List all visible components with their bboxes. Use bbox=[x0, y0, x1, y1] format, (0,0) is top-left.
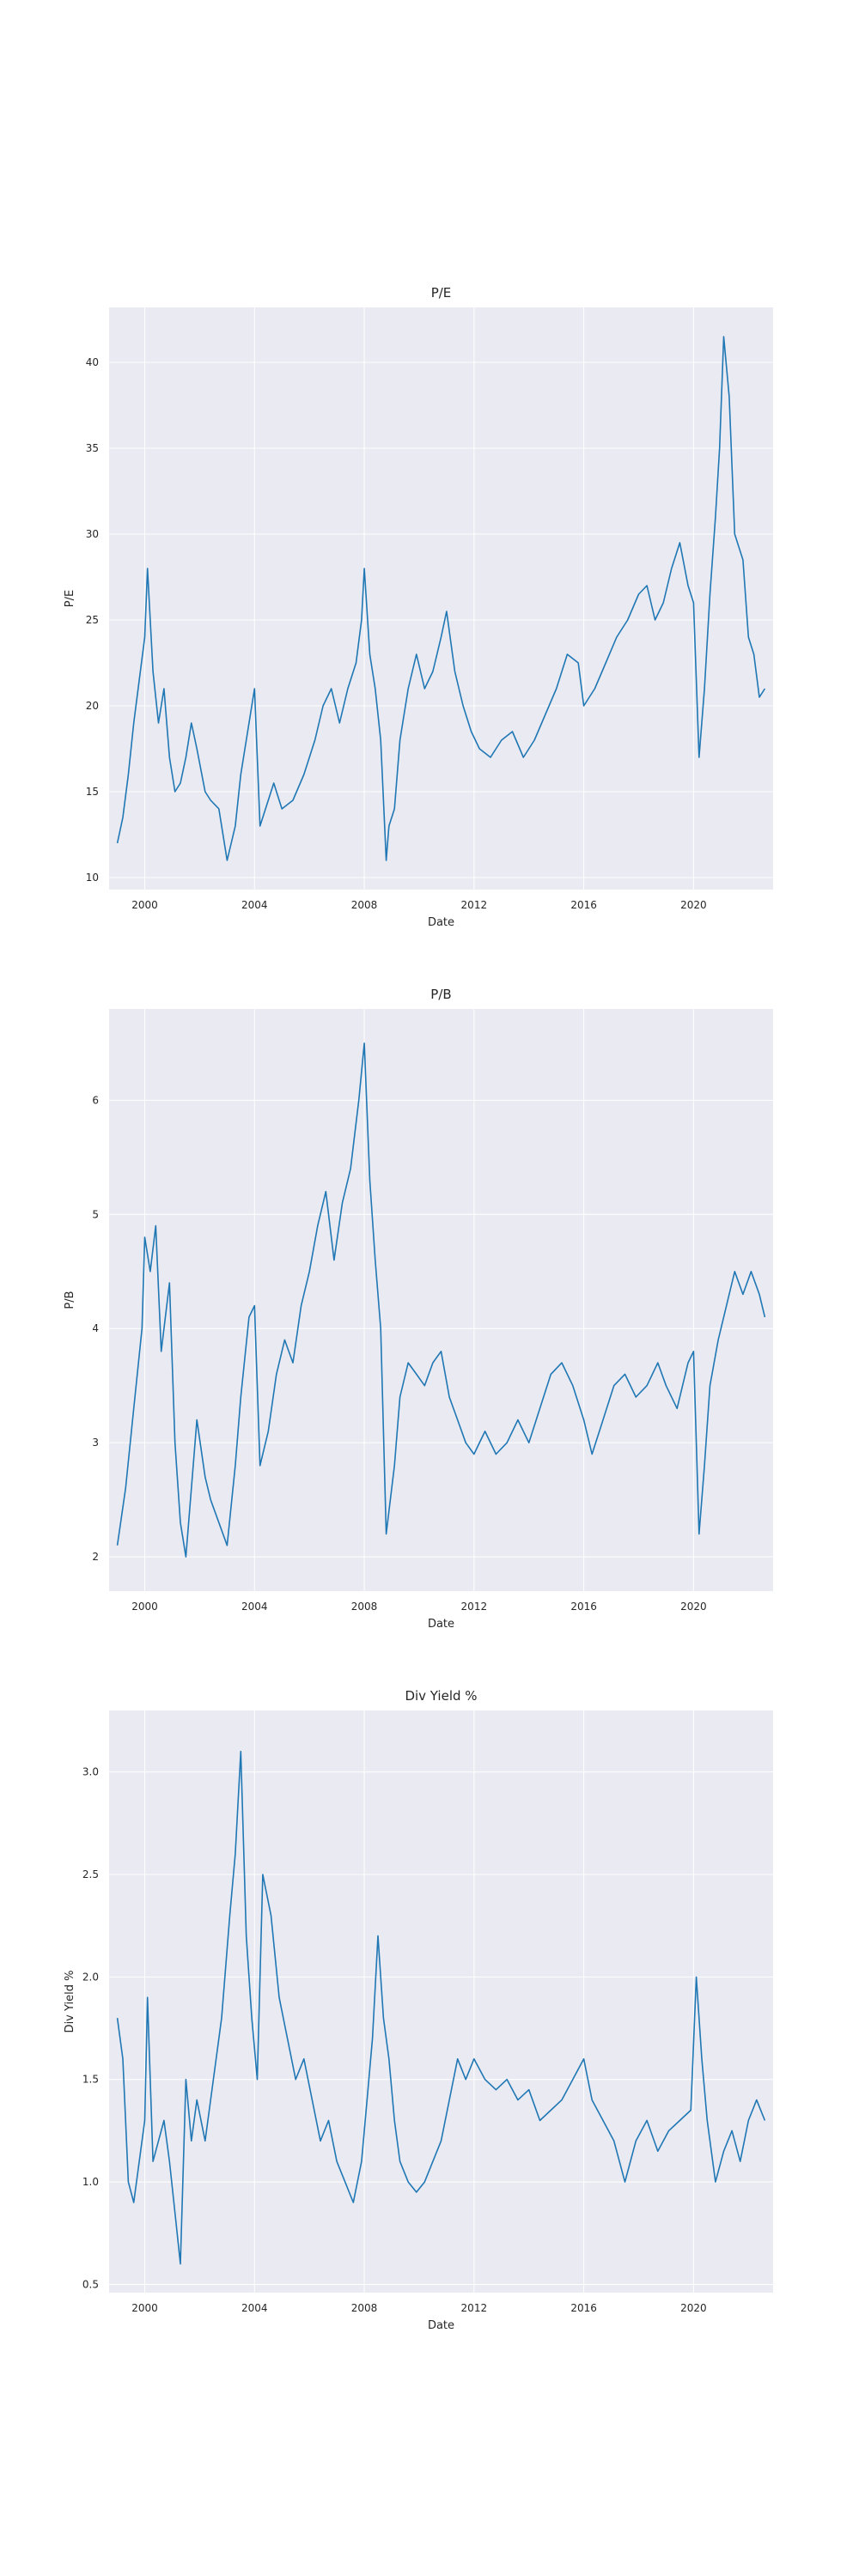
x-tick-label: 2012 bbox=[461, 1601, 488, 1613]
x-tick-label: 2004 bbox=[241, 899, 268, 911]
chart-3: 0.5 1.0 1.5 2.0 2.5 3.0 2000 2004 2008 2012 2016 20… bbox=[64, 1688, 773, 2332]
y-tick-label: 40 bbox=[86, 356, 99, 368]
x-tick-label: 2000 bbox=[131, 1601, 158, 1613]
y-tick-label: 10 bbox=[86, 872, 99, 884]
y-axis-label: P/B bbox=[64, 1291, 76, 1309]
chart-title: Div Yield % bbox=[405, 1688, 477, 1704]
x-tick-label: 2020 bbox=[680, 2302, 707, 2314]
y-tick-label: 4 bbox=[92, 1322, 99, 1334]
x-tick-label: 2016 bbox=[570, 899, 597, 911]
x-tick-label: 2016 bbox=[570, 1601, 597, 1613]
plot-area bbox=[109, 307, 773, 890]
x-axis-label: Date bbox=[428, 1618, 454, 1631]
x-tick-label: 2004 bbox=[241, 1601, 268, 1613]
y-axis-label: P/E bbox=[64, 590, 76, 607]
x-tick-label: 2016 bbox=[570, 2302, 597, 2314]
x-tick-label: 2004 bbox=[241, 2302, 268, 2314]
x-tick-label: 2008 bbox=[351, 1601, 378, 1613]
chart-1: 10 15 20 25 30 35 40 2000 2004 2008 2012 2016 2020 P/… bbox=[64, 285, 773, 929]
y-tick-label: 35 bbox=[86, 442, 99, 454]
series-line bbox=[116, 336, 766, 861]
x-tick-label: 2000 bbox=[131, 2302, 158, 2314]
x-tick-label: 2008 bbox=[351, 2302, 378, 2314]
x-tick-label: 2012 bbox=[461, 899, 488, 911]
plot-area bbox=[109, 1009, 773, 1591]
series-line bbox=[116, 1750, 766, 2265]
y-tick-label: 15 bbox=[86, 786, 99, 798]
y-axis-label: Div Yield % bbox=[64, 1971, 76, 2033]
y-tick-label: 5 bbox=[92, 1208, 99, 1220]
y-tick-label: 2 bbox=[92, 1551, 99, 1563]
series-line bbox=[116, 1042, 766, 1558]
x-tick-label: 2020 bbox=[680, 1601, 707, 1613]
y-tick-label: 2.0 bbox=[82, 1971, 99, 1983]
x-axis-label: Date bbox=[428, 916, 454, 929]
y-tick-label: 25 bbox=[86, 614, 99, 626]
plot-area bbox=[109, 1710, 773, 2293]
x-tick-label: 2000 bbox=[131, 899, 158, 911]
y-tick-label: 1.5 bbox=[82, 2074, 99, 2086]
y-tick-label: 20 bbox=[86, 700, 99, 712]
y-tick-label: 3 bbox=[92, 1437, 99, 1449]
x-tick-label: 2008 bbox=[351, 899, 378, 911]
chart-2: 2 3 4 5 6 2000 2004 2008 2012 2016 2020 P/B Date P/B bbox=[64, 987, 773, 1631]
chart-title: P/E bbox=[431, 285, 452, 301]
x-tick-label: 2012 bbox=[461, 2302, 488, 2314]
y-tick-label: 3.0 bbox=[82, 1766, 99, 1778]
y-tick-label: 1.0 bbox=[82, 2176, 99, 2188]
y-tick-label: 2.5 bbox=[82, 1868, 99, 1880]
x-tick-label: 2020 bbox=[680, 899, 707, 911]
y-tick-label: 30 bbox=[86, 528, 99, 540]
x-axis-label: Date bbox=[428, 2319, 454, 2332]
chart-title: P/B bbox=[430, 987, 451, 1002]
y-tick-label: 0.5 bbox=[82, 2278, 99, 2290]
y-tick-label: 6 bbox=[92, 1094, 99, 1106]
